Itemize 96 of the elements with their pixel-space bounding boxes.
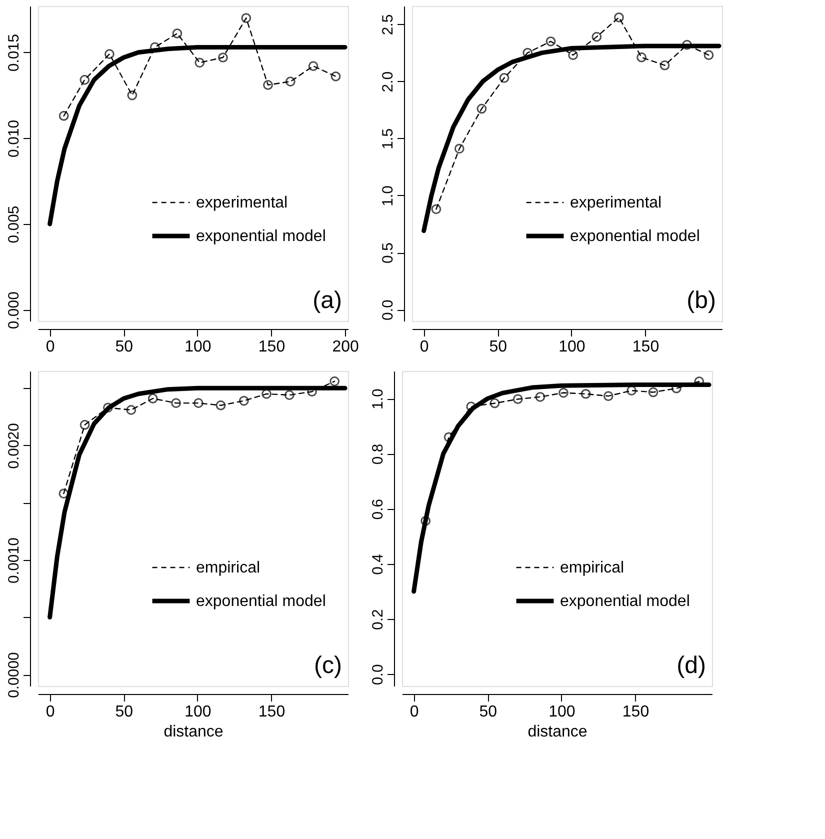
- point: [238, 396, 249, 406]
- y-tick-label: 0.4: [370, 554, 386, 575]
- y-tick-label: 0.0010: [6, 538, 22, 584]
- annotation: (b): [686, 287, 716, 314]
- point: [546, 36, 556, 46]
- x-tick-label: 100: [548, 704, 576, 720]
- point: [104, 49, 114, 59]
- point: [592, 32, 602, 42]
- y-tick-label: 0.0020: [6, 423, 22, 469]
- legend-label: empirical: [560, 560, 624, 576]
- y-tick-label: 0.5: [380, 242, 396, 264]
- x-tick-label: 0: [46, 338, 55, 356]
- y-tick-label: 0.0: [370, 664, 386, 686]
- annotation: (a): [312, 287, 342, 314]
- y-tick-label: 0.2: [370, 609, 386, 630]
- y-tick-label: 2.0: [380, 71, 396, 92]
- x-tick-label: 150: [632, 338, 660, 356]
- y-tick-label: 0.0000: [6, 652, 22, 698]
- x-tick-label: 100: [184, 338, 212, 356]
- x-tick-label: 150: [258, 338, 286, 356]
- x-tick-label: 50: [489, 338, 508, 356]
- point: [194, 398, 204, 408]
- point: [80, 74, 90, 85]
- legend-label: exponential model: [570, 228, 700, 245]
- point: [420, 516, 431, 526]
- point: [499, 72, 510, 83]
- point: [535, 392, 546, 402]
- x-tick-label: 0: [410, 704, 419, 720]
- legend-label: experimental: [570, 194, 662, 212]
- point: [262, 388, 272, 399]
- point: [568, 50, 578, 60]
- point: [80, 420, 90, 430]
- x-tick-label: 0: [46, 704, 55, 720]
- point: [603, 391, 614, 402]
- point: [126, 405, 136, 415]
- x-axis-title: distance: [528, 724, 588, 740]
- point: [172, 28, 182, 38]
- point: [285, 76, 296, 86]
- point: [58, 110, 69, 121]
- point: [648, 387, 658, 398]
- point: [476, 104, 487, 114]
- point: [431, 204, 442, 214]
- point: [148, 394, 158, 404]
- point: [660, 60, 670, 70]
- annotation: (c): [314, 652, 342, 679]
- point: [263, 80, 273, 90]
- point: [308, 61, 318, 72]
- point: [558, 388, 568, 398]
- x-axis-title: distance: [164, 724, 224, 740]
- point: [194, 58, 205, 68]
- point: [466, 402, 476, 412]
- legend-label: exponential model: [196, 228, 326, 245]
- x-tick-label: 200: [332, 338, 359, 356]
- y-tick-label: 1.5: [380, 128, 396, 150]
- x-tick-label: 100: [184, 704, 212, 720]
- point: [127, 90, 138, 100]
- point: [216, 400, 226, 410]
- x-tick-label: 0: [420, 338, 429, 356]
- legend-label: empirical: [196, 560, 260, 576]
- point: [330, 71, 341, 82]
- x-tick-label: 50: [115, 704, 134, 720]
- annotation: (d): [676, 652, 706, 679]
- y-tick-label: 0.000: [6, 292, 22, 330]
- point: [171, 398, 181, 408]
- point: [454, 144, 464, 154]
- legend-label: exponential model: [196, 593, 326, 610]
- point: [330, 376, 340, 386]
- point: [636, 52, 646, 62]
- legend-label: experimental: [196, 194, 288, 212]
- point: [580, 388, 591, 399]
- y-tick-label: 2.5: [380, 14, 396, 36]
- point: [704, 50, 714, 60]
- point: [490, 398, 500, 408]
- point: [614, 12, 624, 22]
- y-tick-label: 0.6: [370, 498, 386, 520]
- y-tick-label: 1.0: [370, 388, 386, 410]
- point: [626, 386, 636, 396]
- x-tick-label: 50: [115, 338, 134, 356]
- y-tick-label: 0.8: [370, 444, 386, 465]
- point: [512, 394, 523, 404]
- point: [682, 40, 692, 50]
- point: [241, 13, 252, 23]
- y-tick-label: 0.010: [6, 120, 22, 158]
- legend-label: exponential model: [560, 593, 690, 610]
- x-tick-label: 50: [479, 704, 498, 720]
- point: [103, 402, 113, 413]
- point: [284, 390, 294, 400]
- x-tick-label: 150: [622, 704, 650, 720]
- y-tick-label: 1.0: [380, 186, 396, 206]
- y-tick-label: 0.015: [6, 34, 22, 72]
- x-tick-label: 100: [558, 338, 586, 356]
- point: [218, 52, 228, 62]
- y-tick-label: 0.005: [6, 206, 22, 244]
- x-tick-label: 150: [258, 704, 286, 720]
- point: [58, 488, 69, 498]
- y-tick-label: 0.0: [380, 300, 396, 321]
